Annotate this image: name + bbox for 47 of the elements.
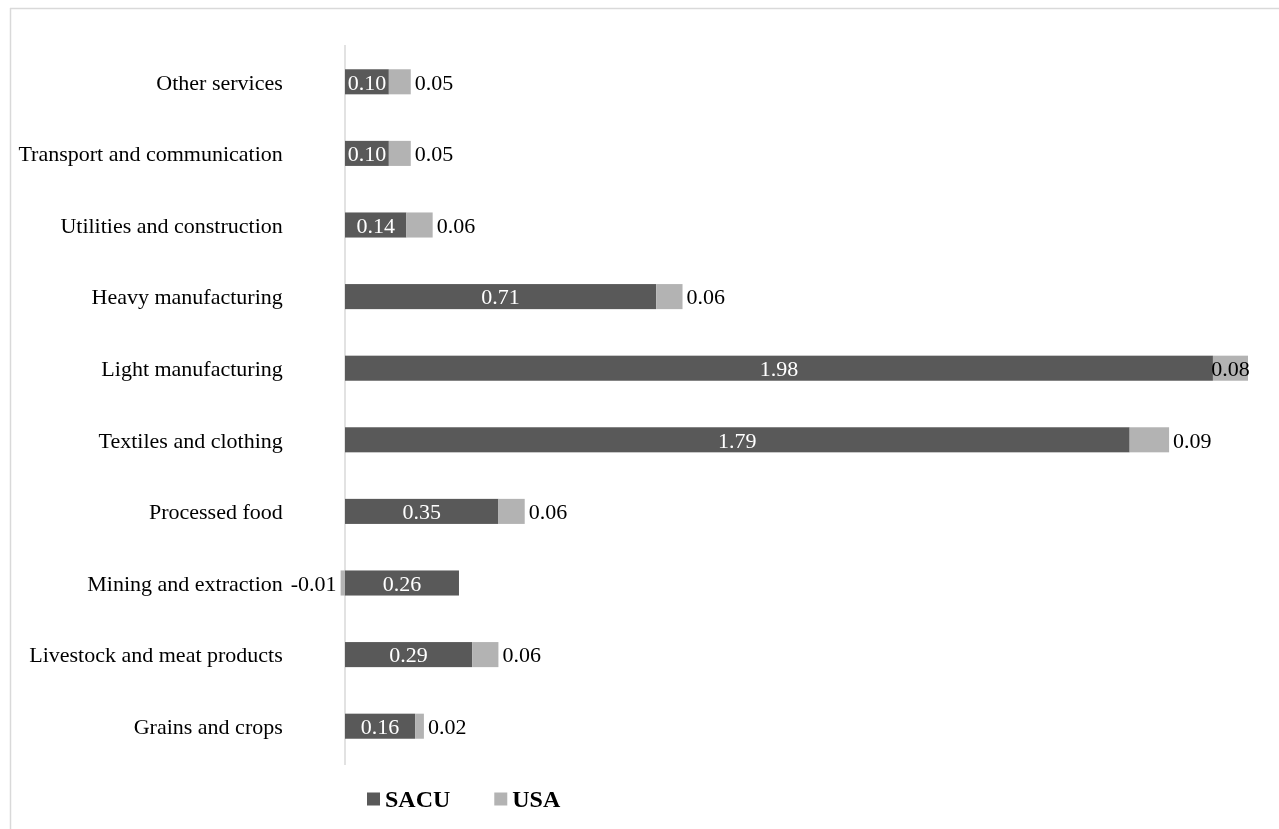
data-label: 0.05 bbox=[414, 141, 454, 167]
y-tick-label: Grains and crops bbox=[133, 713, 283, 739]
y-tick-label: Processed food bbox=[148, 499, 283, 525]
bar bbox=[345, 355, 1213, 381]
data-label: -0.01 bbox=[290, 570, 337, 596]
data-label: 1.79 bbox=[718, 427, 757, 453]
data-label: 0.09 bbox=[1173, 427, 1212, 453]
data-label: 0.06 bbox=[686, 284, 726, 310]
data-label: 0.26 bbox=[382, 570, 422, 596]
y-tick-label: Utilities and construction bbox=[60, 212, 283, 238]
data-label: 0.29 bbox=[389, 642, 428, 668]
y-tick-label: Mining and extraction bbox=[87, 570, 283, 596]
data-label: 0.02 bbox=[427, 713, 467, 739]
data-label: 0.08 bbox=[1211, 355, 1250, 381]
bar bbox=[472, 642, 499, 668]
y-tick-label: Textiles and clothing bbox=[98, 427, 283, 453]
data-label: 0.10 bbox=[347, 69, 387, 95]
data-label: 0.35 bbox=[402, 499, 441, 525]
data-label: 0.06 bbox=[436, 212, 476, 238]
bar bbox=[656, 284, 683, 310]
bar bbox=[1129, 427, 1170, 453]
bar bbox=[345, 498, 499, 524]
bar bbox=[340, 570, 345, 596]
bar bbox=[345, 427, 1130, 453]
data-label: 0.16 bbox=[360, 713, 400, 739]
bar bbox=[498, 498, 525, 524]
bar bbox=[345, 642, 473, 668]
y-tick-label: Heavy manufacturing bbox=[91, 284, 283, 310]
bar bbox=[345, 284, 657, 310]
legend-label: SACU bbox=[385, 786, 451, 813]
y-tick-label: Other services bbox=[156, 69, 283, 95]
data-label: 0.06 bbox=[528, 499, 568, 525]
data-label: 1.98 bbox=[759, 355, 799, 381]
data-label: 0.14 bbox=[356, 212, 395, 238]
y-tick-label: Livestock and meat products bbox=[29, 642, 283, 668]
y-tick-label: Light manufacturing bbox=[101, 355, 283, 381]
y-tick-label: Transport and communication bbox=[18, 141, 283, 167]
data-label: 0.10 bbox=[347, 141, 387, 167]
bar bbox=[415, 713, 424, 739]
legend-label: USA bbox=[512, 786, 561, 813]
data-label: 0.05 bbox=[414, 69, 454, 95]
bar bbox=[388, 69, 411, 95]
bar bbox=[345, 570, 459, 596]
bar bbox=[406, 212, 433, 238]
data-label: 0.06 bbox=[502, 642, 541, 668]
data-label: 0.71 bbox=[481, 284, 520, 310]
bar bbox=[388, 140, 411, 166]
